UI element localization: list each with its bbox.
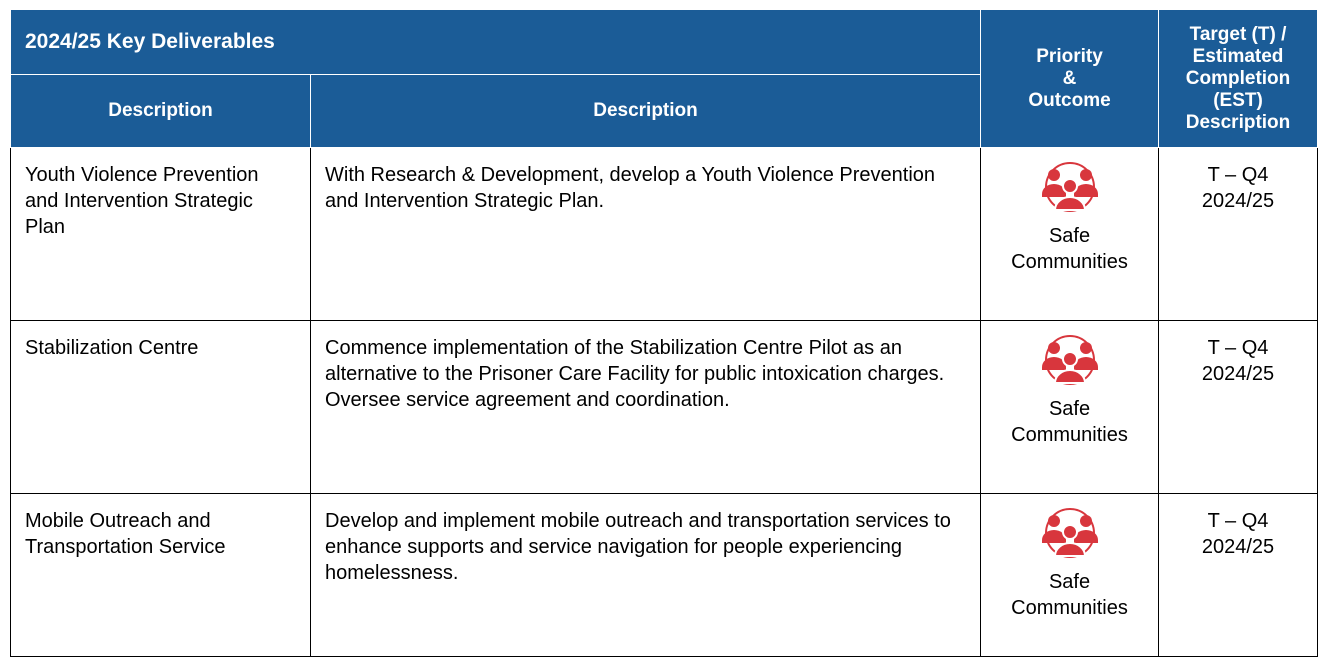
- priority-label: Safe Communities: [1011, 571, 1128, 619]
- header-line: Estimated: [1192, 45, 1284, 67]
- description: Develop and implement mobile outreach an…: [309, 493, 982, 657]
- header-line: Completion: [1185, 67, 1291, 89]
- header-line: Description: [1185, 111, 1291, 133]
- target-label: T – Q4 2024/25: [1201, 510, 1275, 558]
- header-description: Description: [309, 74, 982, 148]
- header-line: Outcome: [1028, 89, 1111, 111]
- header-target: Target (T) / Estimated Completion (EST) Desc…: [1158, 10, 1319, 148]
- header-priority: Priority & Outcome: [980, 10, 1160, 148]
- priority-icon: [995, 508, 1144, 565]
- priority: Safe Communities: [980, 320, 1160, 494]
- table-row: Stabilization Centre Commence implementat…: [10, 320, 1319, 494]
- priority-icon: [995, 162, 1144, 219]
- priority-label: Safe Communities: [1011, 398, 1128, 446]
- header-line: Target (T) /: [1189, 23, 1287, 45]
- header-description: Description: [10, 74, 311, 148]
- deliverable-name: Mobile Outreach and Transportation Servi…: [10, 493, 311, 657]
- people-icon: [1041, 335, 1098, 385]
- deliverable-name: Youth Violence Prevention and Interventi…: [10, 147, 311, 321]
- deliverable-name: Stabilization Centre: [10, 320, 311, 494]
- target: T – Q4 2024/25: [1158, 493, 1319, 657]
- description: With Research & Development, develop a Y…: [309, 147, 982, 321]
- people-icon: [1041, 162, 1098, 212]
- table-row: Youth Violence Prevention and Interventi…: [10, 147, 1319, 321]
- priority: Safe Communities: [980, 147, 1160, 321]
- priority: Safe Communities: [980, 493, 1160, 657]
- target-label: T – Q4 2024/25: [1201, 164, 1275, 212]
- priority-icon: [995, 335, 1144, 392]
- header-line: (EST): [1213, 89, 1263, 111]
- table-title: 2024/25 Key Deliverables: [9, 10, 982, 75]
- description: Commence implementation of the Stabiliza…: [309, 320, 982, 494]
- header-line: &: [1062, 67, 1077, 89]
- priority-label: Safe Communities: [1011, 225, 1128, 273]
- target-label: T – Q4 2024/25: [1201, 337, 1275, 385]
- header-line: Priority: [1036, 45, 1103, 67]
- deliverables-table: 2024/25 Key Deliverables Priority & Outcom…: [9, 10, 1319, 657]
- people-icon: [1041, 508, 1098, 558]
- table-body: Youth Violence Prevention and Interventi…: [10, 147, 1319, 657]
- target: T – Q4 2024/25: [1158, 147, 1319, 321]
- table-row: Mobile Outreach and Transportation Servi…: [10, 493, 1319, 657]
- target: T – Q4 2024/25: [1158, 320, 1319, 494]
